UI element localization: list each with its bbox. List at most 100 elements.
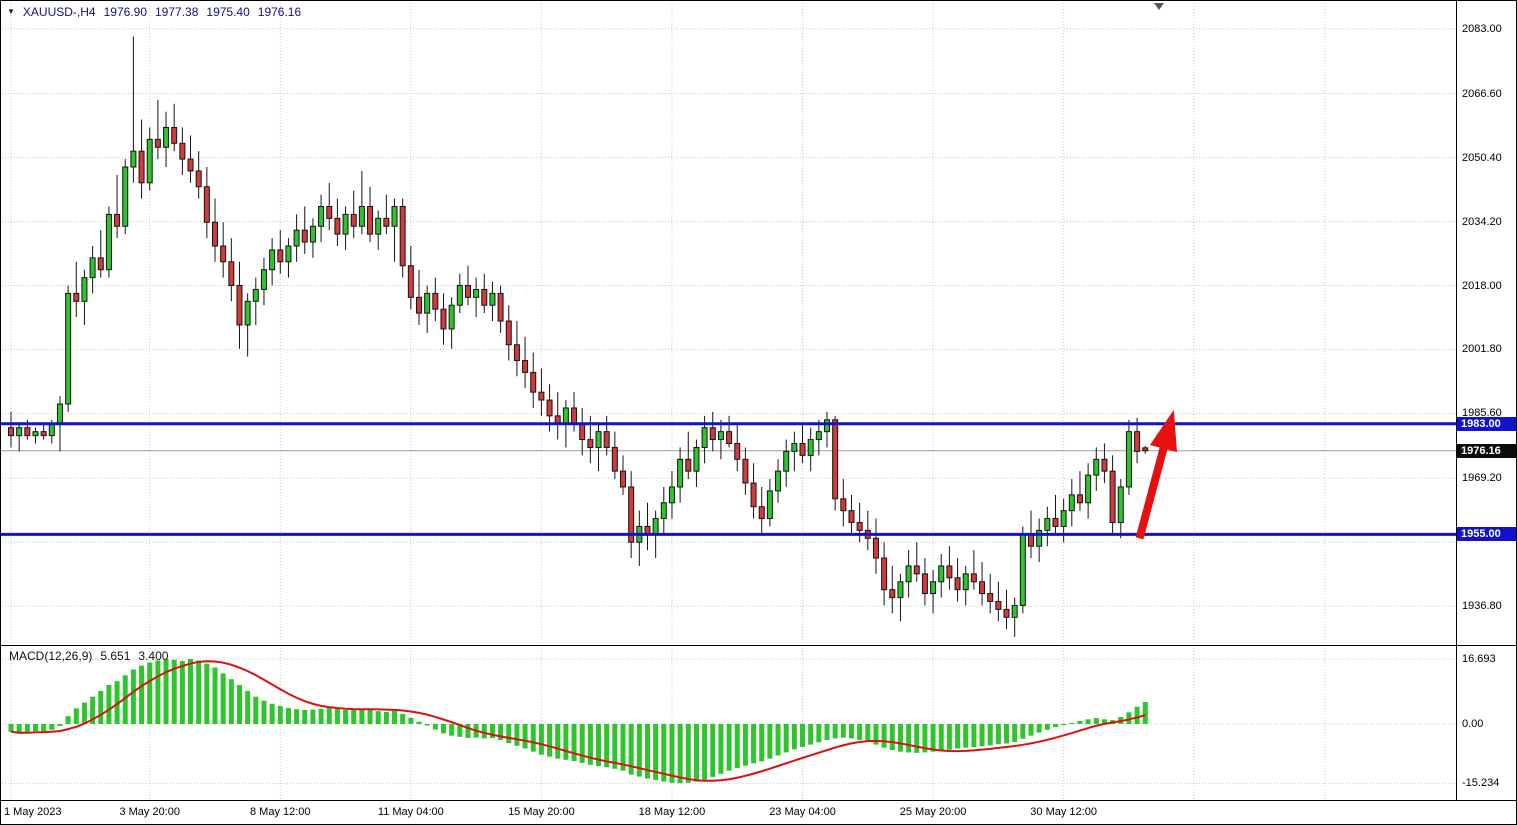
candle-bear <box>383 194 390 235</box>
macd-signal-value: 3.400 <box>138 649 169 663</box>
candle-bull <box>1085 463 1092 519</box>
candle-bear <box>832 415 839 511</box>
macd-bar <box>1077 720 1083 724</box>
current-price-label: 1976.16 <box>1457 443 1516 458</box>
macd-bar <box>979 724 985 747</box>
candle-bull <box>456 273 463 314</box>
macd-bar <box>212 667 218 724</box>
macd-bar <box>220 673 226 724</box>
candle-bear <box>1142 445 1149 454</box>
candle-bear <box>1052 494 1059 535</box>
candle-bull <box>309 218 316 258</box>
time-axis-label: 11 May 04:00 <box>377 806 444 818</box>
legend-close-value: 1976.16 <box>257 5 302 19</box>
price-tick-label: 2034.20 <box>1462 215 1502 228</box>
candle-bear <box>277 230 284 274</box>
macd-bar <box>1061 724 1067 726</box>
candle-bull <box>122 159 129 235</box>
candle-bear <box>40 423 47 440</box>
macd-bar <box>995 724 1001 745</box>
chart-shift-marker-icon[interactable] <box>1154 3 1164 10</box>
candle-bear <box>644 502 651 551</box>
macd-bar <box>718 724 724 774</box>
macd-bar <box>147 662 153 724</box>
candle-bear <box>179 127 186 175</box>
candle-bear <box>399 198 406 278</box>
macd-bar <box>24 724 30 733</box>
symbol-dropdown-icon[interactable]: ▼ <box>7 6 15 16</box>
time-axis-label: 15 May 20:00 <box>508 806 575 818</box>
macd-bar <box>228 679 234 724</box>
macd-bar <box>1085 719 1091 724</box>
macd-bar <box>1044 724 1050 730</box>
candle-bull <box>293 214 300 262</box>
candle-bull <box>1036 518 1043 562</box>
candle-bear <box>840 479 847 527</box>
candle-bull <box>130 36 137 183</box>
candle-bull <box>375 210 382 250</box>
macd-bar <box>179 660 185 724</box>
macd-bar <box>408 717 414 724</box>
macd-bar <box>392 710 398 724</box>
macd-bar <box>514 724 520 746</box>
candle-bear <box>73 261 80 318</box>
candle-bear <box>8 411 14 448</box>
macd-bar <box>987 724 993 746</box>
macd-bar <box>171 659 177 724</box>
macd-bar <box>530 724 536 752</box>
candle-bear <box>913 542 920 582</box>
candle-bull <box>448 297 455 349</box>
candle-bear <box>416 269 422 325</box>
macd-bar <box>57 724 63 726</box>
price-tick-label: 2001.80 <box>1462 343 1502 356</box>
macd-bar <box>196 660 202 724</box>
candle-bull <box>905 550 912 598</box>
candle-bear <box>970 550 977 590</box>
macd-bar <box>620 724 626 771</box>
macd-bar <box>32 724 38 732</box>
macd-bar <box>1052 724 1058 728</box>
candle-bull <box>775 459 782 503</box>
candle-bull <box>163 111 170 167</box>
candle-bull <box>105 206 112 278</box>
candle-bull <box>677 447 684 503</box>
candle-bear <box>1003 589 1010 630</box>
macd-bar <box>1012 724 1018 742</box>
grid <box>2 3 1456 799</box>
candle-bull <box>962 565 969 606</box>
legend-symbol-timeframe: XAUUSD-,H4 <box>22 5 96 19</box>
resistance-price-label: 1983.00 <box>1457 416 1516 431</box>
candle-bear <box>326 182 333 231</box>
macd-axis-max-label: 16.693 <box>1462 652 1496 665</box>
candle-bear <box>440 293 447 345</box>
candle-bear <box>114 174 121 239</box>
macd-bar <box>130 669 136 724</box>
macd-bar <box>1101 719 1107 724</box>
candle-bear <box>138 119 145 199</box>
candle-bull <box>791 431 798 472</box>
candle-bear <box>187 135 194 183</box>
candle-bear <box>946 546 953 590</box>
candle-bear <box>1101 443 1108 483</box>
macd-bar <box>522 724 528 749</box>
candle-bull <box>660 486 667 535</box>
candle-bear <box>530 352 537 408</box>
candle-bull <box>897 573 904 622</box>
macd-bar <box>114 681 120 724</box>
candle-bull <box>244 293 251 357</box>
up-arrow-annotation[interactable] <box>1135 409 1178 540</box>
macd-bar <box>343 709 349 724</box>
macd-bar <box>139 665 145 724</box>
candle-bear <box>872 518 879 574</box>
candle-bull <box>146 127 153 191</box>
macd-bar <box>800 724 806 747</box>
candle-bull <box>81 269 88 325</box>
legend-high-value: 1977.38 <box>155 5 199 19</box>
macd-bar <box>865 724 871 742</box>
candle-bull <box>285 238 292 278</box>
candle-bull <box>824 411 830 448</box>
candle-bull <box>693 439 700 487</box>
macd-bar <box>375 711 381 724</box>
macd-bar <box>204 663 210 724</box>
